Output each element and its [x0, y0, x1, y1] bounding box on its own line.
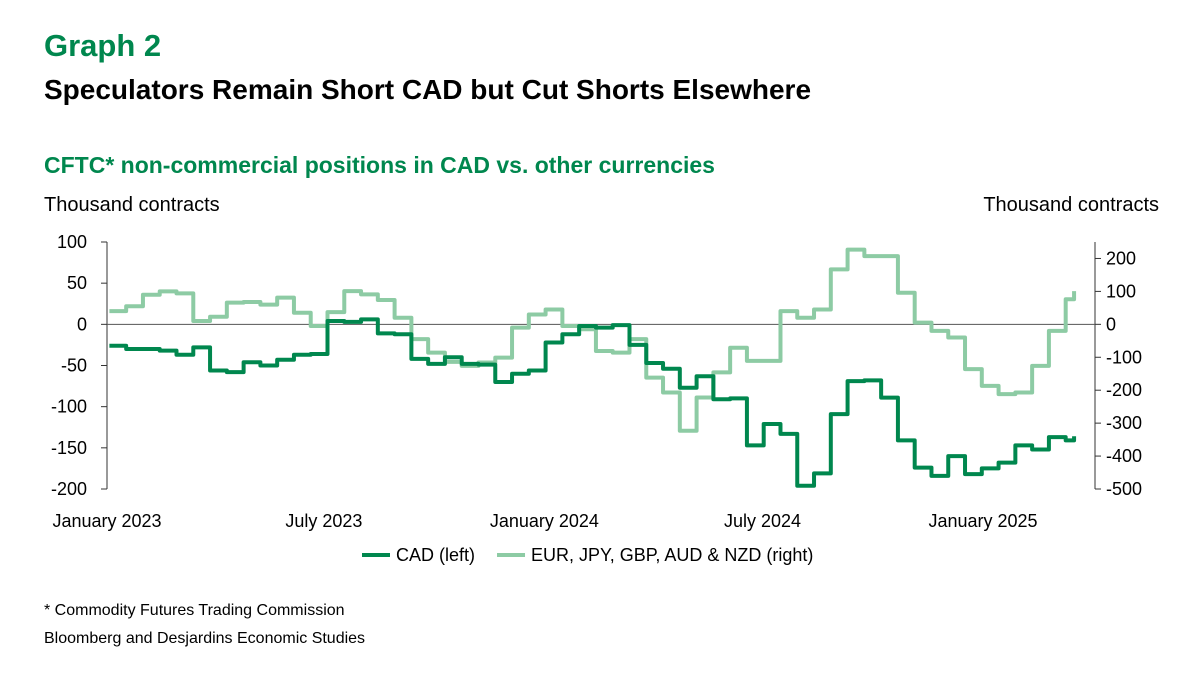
left-tick-label: -100: [51, 397, 87, 417]
footnote: * Commodity Futures Trading Commission: [44, 602, 345, 619]
right-tick-label: 0: [1106, 314, 1116, 334]
left-tick-label: -200: [51, 479, 87, 499]
x-tick-label: January 2023: [52, 511, 161, 531]
graph-label: Graph 2: [44, 28, 162, 63]
left-tick-label: 50: [67, 273, 87, 293]
legend-label: EUR, JPY, GBP, AUD & NZD (right): [531, 545, 813, 565]
right-tick-label: -200: [1106, 380, 1142, 400]
x-tick-label: January 2024: [490, 511, 599, 531]
right-tick-label: -300: [1106, 413, 1142, 433]
graph-title: Speculators Remain Short CAD but Cut Sho…: [44, 74, 812, 105]
left-axis-label: Thousand contracts: [44, 194, 220, 216]
x-tick-label: July 2023: [285, 511, 362, 531]
series-line-cad: [109, 317, 1077, 488]
left-tick-label: -150: [51, 438, 87, 458]
right-tick-label: -100: [1106, 347, 1142, 367]
source-note: Bloomberg and Desjardins Economic Studie…: [44, 630, 366, 647]
left-tick-label: 100: [57, 232, 87, 252]
right-tick-label: 100: [1106, 281, 1136, 301]
x-tick-label: January 2025: [928, 511, 1037, 531]
series-line-other-currencies: [109, 247, 1077, 433]
right-axis-label: Thousand contracts: [983, 194, 1159, 216]
x-tick-label: July 2024: [724, 511, 801, 531]
right-tick-label: 200: [1106, 248, 1136, 268]
legend-label: CAD (left): [396, 545, 475, 565]
left-tick-label: 0: [77, 314, 87, 334]
right-tick-label: -400: [1106, 446, 1142, 466]
left-tick-label: -50: [61, 356, 87, 376]
chart-title: CFTC* non-commercial positions in CAD vs…: [44, 152, 715, 178]
right-tick-label: -500: [1106, 479, 1142, 499]
